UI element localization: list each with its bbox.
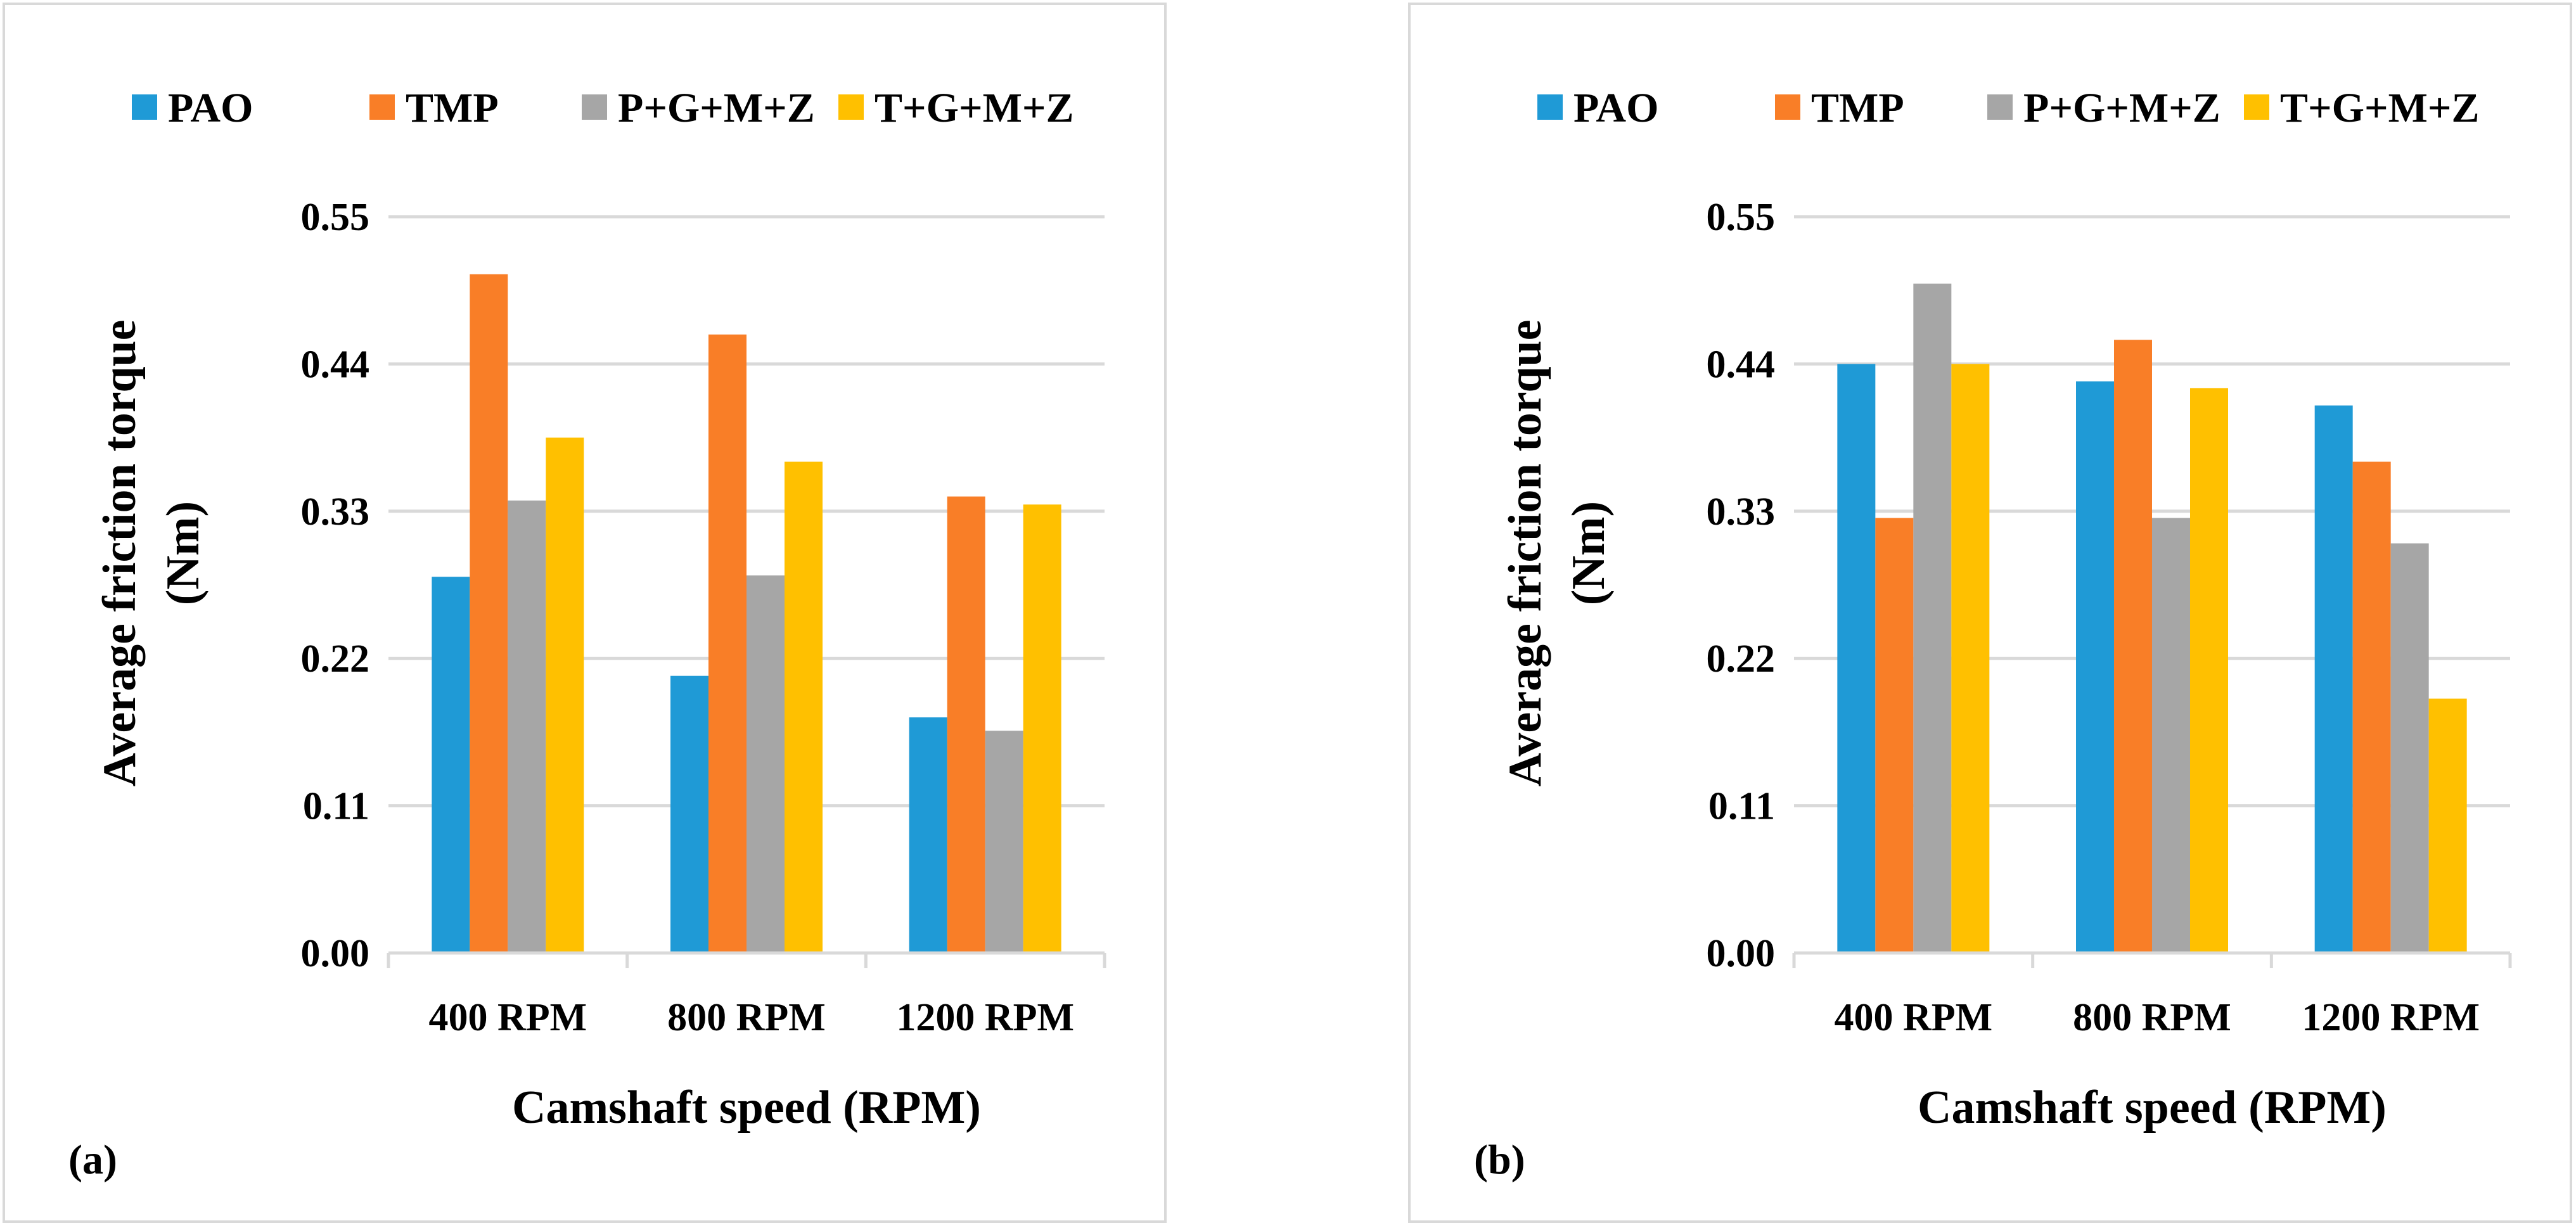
y-tick-label: 0.44 <box>1707 343 1776 386</box>
bar-pao-1 <box>1837 364 1876 953</box>
x-axis-title: Camshaft speed (RPM) <box>512 1082 981 1134</box>
legend-label: T+G+M+Z <box>875 85 1074 131</box>
x-axis-title: Camshaft speed (RPM) <box>1918 1082 2387 1134</box>
y-tick-label: 0.55 <box>301 196 370 239</box>
legend-label: P+G+M+Z <box>2023 85 2220 131</box>
x-category-label: 400 RPM <box>1834 996 1992 1039</box>
y-axis-title-line1: Average friction torque <box>94 319 146 786</box>
x-axis <box>1792 951 2512 968</box>
bar-pgmz-2 <box>2152 518 2190 953</box>
bar-tgmz-3 <box>2428 698 2467 953</box>
bar-tmp-3 <box>947 496 985 953</box>
bar-tgmz-3 <box>1023 504 1061 953</box>
legend-swatch <box>132 94 157 120</box>
bar-tgmz-1 <box>1951 364 1990 953</box>
y-axis-title-line2: (Nm) <box>1563 501 1615 605</box>
x-axis <box>387 951 1106 968</box>
chart-panel-a: 0.00 0.11 0.22 0.33 0.44 0.55 400 RPM 800 RPM 1… <box>3 3 1167 1223</box>
y-tick-label: 0.33 <box>1707 490 1776 534</box>
bar-pgmz-3 <box>985 731 1023 953</box>
bar-pgmz-1 <box>1913 283 1952 953</box>
legend-swatch <box>369 94 395 120</box>
legend-swatch <box>1987 94 2013 120</box>
bars <box>1837 283 2467 953</box>
bar-pgmz-2 <box>747 575 785 953</box>
legend-swatch <box>1537 94 1563 120</box>
y-tick-label: 0.00 <box>301 932 370 975</box>
bar-tmp-3 <box>2352 461 2391 953</box>
y-tick-label: 0.55 <box>1707 196 1776 239</box>
legend-label: PAO <box>168 85 253 131</box>
bar-pao-1 <box>432 577 470 953</box>
bar-tmp-1 <box>1875 518 1914 953</box>
bar-tgmz-2 <box>785 461 823 953</box>
x-category-label: 1200 RPM <box>896 996 1074 1039</box>
bar-pao-3 <box>2314 405 2353 953</box>
bar-tmp-1 <box>470 274 508 953</box>
legend-label: TMP <box>406 85 499 131</box>
y-tick-label: 0.11 <box>303 785 369 828</box>
bar-tmp-2 <box>2114 340 2152 953</box>
chart-b-svg: 0.00 0.11 0.22 0.33 0.44 0.55 400 RPM 800 RPM 1… <box>1474 85 2512 1183</box>
legend-label: P+G+M+Z <box>618 85 815 131</box>
legend-swatch <box>838 94 864 120</box>
x-category-label: 800 RPM <box>2073 996 2231 1039</box>
y-tick-label: 0.22 <box>301 637 370 681</box>
legend-swatch <box>1775 94 1800 120</box>
y-tick-label: 0.44 <box>301 343 370 386</box>
legend-swatch <box>582 94 607 120</box>
y-tick-label: 0.22 <box>1707 637 1776 681</box>
chart-a-svg: 0.00 0.11 0.22 0.33 0.44 0.55 400 RPM 800 RPM 1… <box>68 85 1106 1183</box>
bar-pgmz-1 <box>508 500 546 953</box>
bar-pgmz-3 <box>2390 543 2429 953</box>
x-category-label: 1200 RPM <box>2302 996 2480 1039</box>
x-category-label: 800 RPM <box>667 996 826 1039</box>
legend-swatch <box>2244 94 2269 120</box>
bar-pao-2 <box>2076 381 2114 953</box>
y-tick-label: 0.00 <box>1707 932 1776 975</box>
x-category-labels: 400 RPM 800 RPM 1200 RPM <box>1834 996 2480 1039</box>
bar-tmp-2 <box>708 334 747 953</box>
bar-pao-2 <box>670 675 708 953</box>
x-category-labels: 400 RPM 800 RPM 1200 RPM <box>428 996 1074 1039</box>
legend-label: T+G+M+Z <box>2280 85 2480 131</box>
bars <box>432 274 1061 953</box>
bar-tgmz-2 <box>2190 388 2228 953</box>
panel-tag: (a) <box>68 1137 117 1183</box>
legend-label: TMP <box>1811 85 1904 131</box>
y-tick-label: 0.33 <box>301 490 370 534</box>
bar-pao-3 <box>909 717 947 953</box>
y-axis-title-line1: Average friction torque <box>1499 319 1551 786</box>
bar-tgmz-1 <box>546 437 584 953</box>
panel-tag: (b) <box>1474 1137 1525 1183</box>
y-tick-labels: 0.00 0.11 0.22 0.33 0.44 0.55 <box>301 196 370 975</box>
legend-label: PAO <box>1573 85 1658 131</box>
y-tick-labels: 0.00 0.11 0.22 0.33 0.44 0.55 <box>1707 196 1776 975</box>
chart-panel-b: 0.00 0.11 0.22 0.33 0.44 0.55 400 RPM 800 RPM 1… <box>1408 3 2572 1223</box>
y-axis-title-line2: (Nm) <box>157 501 209 605</box>
x-category-label: 400 RPM <box>428 996 587 1039</box>
legend: PAO TMP P+G+M+Z T+G+M+Z <box>132 85 1074 131</box>
y-tick-label: 0.11 <box>1708 785 1775 828</box>
legend: PAO TMP P+G+M+Z T+G+M+Z <box>1537 85 2480 131</box>
